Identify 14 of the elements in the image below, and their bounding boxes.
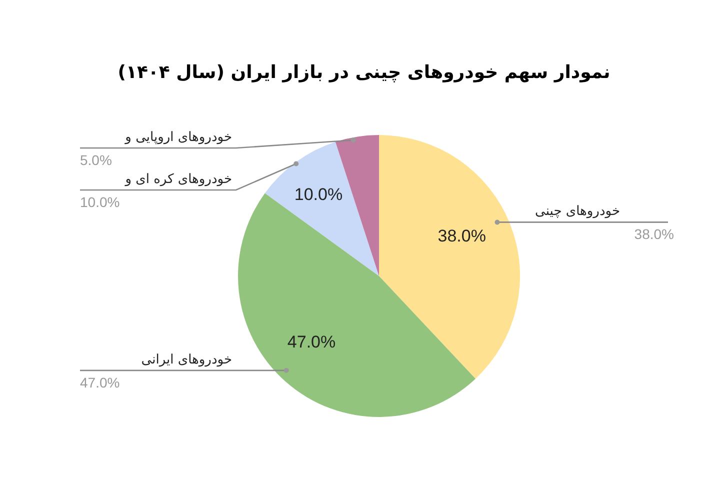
slice-label: خودروهای چینی xyxy=(535,204,620,220)
slice-label: خودروهای کره ای و xyxy=(124,172,232,187)
text: 38.0% xyxy=(634,226,674,242)
slice-label: خودروهای ایرانی xyxy=(141,352,232,368)
pie-slice xyxy=(264,142,379,276)
slice-label: خودروهای اروپایی و xyxy=(124,130,232,145)
data-label: 38.0% xyxy=(438,226,486,246)
text: 47.0% xyxy=(80,374,120,390)
pie-slice xyxy=(379,135,520,379)
data-label: 47.0% xyxy=(287,332,336,352)
data-label: 5.0% xyxy=(80,152,112,168)
data-label: 10.0% xyxy=(294,185,343,204)
chart-title: نمودار سهم خودروهای چینی در بازار ایران (سال ۱۴۰۴) xyxy=(118,62,610,83)
text: 10.0% xyxy=(80,194,120,210)
